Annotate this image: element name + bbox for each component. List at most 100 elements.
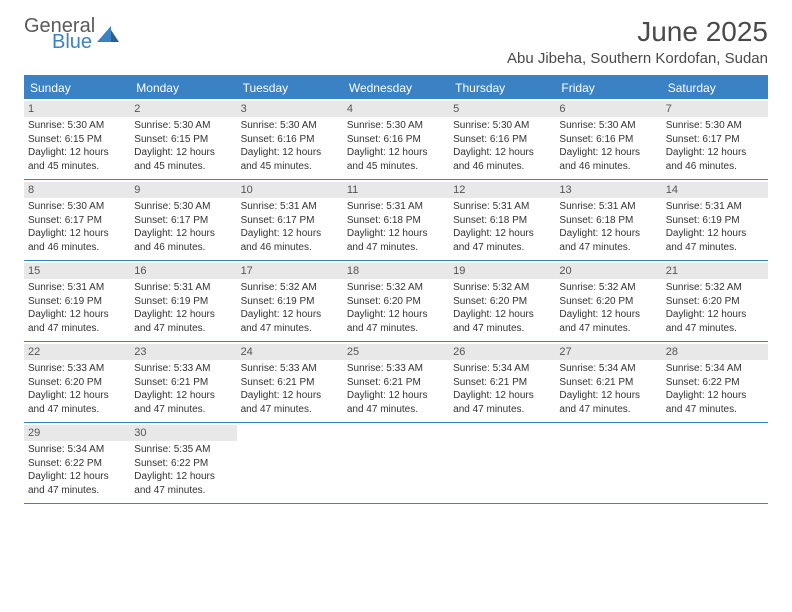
- weekday-header: Tuesday: [237, 77, 343, 99]
- weekday-header: Monday: [130, 77, 236, 99]
- day-cell: 1 Sunrise: 5:30 AMSunset: 6:15 PMDaylight…: [24, 99, 130, 179]
- day-number: 28: [662, 344, 768, 360]
- day-number: 5: [449, 101, 555, 117]
- day-cell: 24 Sunrise: 5:33 AMSunset: 6:21 PMDayligh…: [237, 342, 343, 422]
- day-number: 11: [343, 182, 449, 198]
- calendar-body: 1Sunrise: 5:30 AMSunset: 6:15 PMDaylight…: [24, 99, 768, 504]
- day-details: Sunrise: 5:33 AMSunset: 6:21 PMDaylight:…: [241, 362, 339, 416]
- day-details: Sunrise: 5:30 AMSunset: 6:15 PMDaylight:…: [28, 119, 126, 173]
- weekday-header: Thursday: [449, 77, 555, 99]
- day-number: 14: [662, 182, 768, 198]
- logo-triangle-icon: [97, 26, 119, 42]
- day-cell: 3 Sunrise: 5:30 AMSunset: 6:16 PMDaylight…: [237, 99, 343, 179]
- day-cell: 23Sunrise: 5:33 AMSunset: 6:21 PMDayligh…: [130, 342, 236, 422]
- weekday-header: Wednesday: [343, 77, 449, 99]
- day-details: Sunrise: 5:30 AMSunset: 6:16 PMDaylight:…: [453, 119, 551, 173]
- day-cell: 30 Sunrise: 5:35 AMSunset: 6:22 PMDayligh…: [130, 423, 236, 503]
- empty-cell: [662, 423, 768, 503]
- weekday-header: Friday: [555, 77, 661, 99]
- day-details: Sunrise: 5:34 AMSunset: 6:21 PMDaylight:…: [453, 362, 551, 416]
- day-details: Sunrise: 5:31 AMSunset: 6:19 PMDaylight:…: [28, 281, 126, 335]
- day-number: 7: [662, 101, 768, 117]
- day-cell: 20 Sunrise: 5:32 AMSunset: 6:20 PMDayligh…: [555, 261, 661, 341]
- day-number: 17: [237, 263, 343, 279]
- day-cell: 18Sunrise: 5:32 AMSunset: 6:20 PMDayligh…: [343, 261, 449, 341]
- day-details: Sunrise: 5:30 AMSunset: 6:16 PMDaylight:…: [241, 119, 339, 173]
- day-details: Sunrise: 5:31 AMSunset: 6:18 PMDaylight:…: [559, 200, 657, 254]
- day-cell: 19 Sunrise: 5:32 AMSunset: 6:20 PMDayligh…: [449, 261, 555, 341]
- day-cell: 12Sunrise: 5:31 AMSunset: 6:18 PMDayligh…: [449, 180, 555, 260]
- day-cell: 9 Sunrise: 5:30 AMSunset: 6:17 PMDaylight…: [130, 180, 236, 260]
- day-number: 27: [555, 344, 661, 360]
- day-number: 1: [24, 101, 130, 117]
- day-cell: 15 Sunrise: 5:31 AMSunset: 6:19 PMDayligh…: [24, 261, 130, 341]
- weekday-header-row: Sunday Monday Tuesday Wednesday Thursday…: [24, 77, 768, 99]
- day-number: 25: [343, 344, 449, 360]
- day-cell: 17 Sunrise: 5:32 AMSunset: 6:19 PMDayligh…: [237, 261, 343, 341]
- day-details: Sunrise: 5:31 AMSunset: 6:19 PMDaylight:…: [134, 281, 232, 335]
- day-details: Sunrise: 5:31 AMSunset: 6:17 PMDaylight:…: [241, 200, 339, 254]
- day-number: 30: [130, 425, 236, 441]
- day-number: 20: [555, 263, 661, 279]
- day-details: Sunrise: 5:31 AMSunset: 6:19 PMDaylight:…: [666, 200, 764, 254]
- day-cell: 11 Sunrise: 5:31 AMSunset: 6:18 PMDayligh…: [343, 180, 449, 260]
- day-cell: 10 Sunrise: 5:31 AMSunset: 6:17 PMDayligh…: [237, 180, 343, 260]
- day-cell: 26Sunrise: 5:34 AMSunset: 6:21 PMDayligh…: [449, 342, 555, 422]
- day-details: Sunrise: 5:30 AMSunset: 6:17 PMDaylight:…: [666, 119, 764, 173]
- day-cell: 29 Sunrise: 5:34 AMSunset: 6:22 PMDayligh…: [24, 423, 130, 503]
- day-number: 16: [130, 263, 236, 279]
- day-cell: 5 Sunrise: 5:30 AMSunset: 6:16 PMDaylight…: [449, 99, 555, 179]
- day-number: 9: [130, 182, 236, 198]
- empty-cell: [555, 423, 661, 503]
- day-cell: 13 Sunrise: 5:31 AMSunset: 6:18 PMDayligh…: [555, 180, 661, 260]
- day-cell: 28 Sunrise: 5:34 AMSunset: 6:22 PMDayligh…: [662, 342, 768, 422]
- day-details: Sunrise: 5:32 AMSunset: 6:20 PMDaylight:…: [453, 281, 551, 335]
- month-title: June 2025: [507, 16, 768, 48]
- empty-cell: [237, 423, 343, 503]
- day-details: Sunrise: 5:34 AMSunset: 6:21 PMDaylight:…: [559, 362, 657, 416]
- week-row: 29 Sunrise: 5:34 AMSunset: 6:22 PMDayligh…: [24, 423, 768, 504]
- day-number: 18: [343, 263, 449, 279]
- day-cell: 14 Sunrise: 5:31 AMSunset: 6:19 PMDayligh…: [662, 180, 768, 260]
- day-details: Sunrise: 5:30 AMSunset: 6:16 PMDaylight:…: [559, 119, 657, 173]
- day-number: 24: [237, 344, 343, 360]
- day-number: 10: [237, 182, 343, 198]
- day-details: Sunrise: 5:33 AMSunset: 6:21 PMDaylight:…: [134, 362, 232, 416]
- day-number: 8: [24, 182, 130, 198]
- day-cell: 7 Sunrise: 5:30 AMSunset: 6:17 PMDaylight…: [662, 99, 768, 179]
- day-number: 3: [237, 101, 343, 117]
- day-details: Sunrise: 5:30 AMSunset: 6:17 PMDaylight:…: [134, 200, 232, 254]
- calendar: Sunday Monday Tuesday Wednesday Thursday…: [24, 75, 768, 504]
- weekday-header: Saturday: [662, 77, 768, 99]
- day-details: Sunrise: 5:33 AMSunset: 6:21 PMDaylight:…: [347, 362, 445, 416]
- day-number: 29: [24, 425, 130, 441]
- day-details: Sunrise: 5:30 AMSunset: 6:15 PMDaylight:…: [134, 119, 232, 173]
- day-details: Sunrise: 5:31 AMSunset: 6:18 PMDaylight:…: [347, 200, 445, 254]
- day-number: 6: [555, 101, 661, 117]
- day-cell: 6 Sunrise: 5:30 AMSunset: 6:16 PMDaylight…: [555, 99, 661, 179]
- day-cell: 16 Sunrise: 5:31 AMSunset: 6:19 PMDayligh…: [130, 261, 236, 341]
- day-cell: 25 Sunrise: 5:33 AMSunset: 6:21 PMDayligh…: [343, 342, 449, 422]
- title-block: June 2025 Abu Jibeha, Southern Kordofan,…: [507, 16, 768, 67]
- day-number: 22: [24, 344, 130, 360]
- day-details: Sunrise: 5:34 AMSunset: 6:22 PMDaylight:…: [666, 362, 764, 416]
- empty-cell: [449, 423, 555, 503]
- day-cell: 21 Sunrise: 5:32 AMSunset: 6:20 PMDayligh…: [662, 261, 768, 341]
- day-number: 13: [555, 182, 661, 198]
- day-details: Sunrise: 5:32 AMSunset: 6:19 PMDaylight:…: [241, 281, 339, 335]
- day-details: Sunrise: 5:32 AMSunset: 6:20 PMDaylight:…: [666, 281, 764, 335]
- day-number: 19: [449, 263, 555, 279]
- day-details: Sunrise: 5:33 AMSunset: 6:20 PMDaylight:…: [28, 362, 126, 416]
- header: General Blue June 2025 Abu Jibeha, South…: [0, 0, 792, 75]
- day-details: Sunrise: 5:30 AMSunset: 6:17 PMDaylight:…: [28, 200, 126, 254]
- day-number: 15: [24, 263, 130, 279]
- day-number: 12: [449, 182, 555, 198]
- day-details: Sunrise: 5:32 AMSunset: 6:20 PMDaylight:…: [559, 281, 657, 335]
- logo-text-blue: Blue: [52, 32, 95, 52]
- day-details: Sunrise: 5:34 AMSunset: 6:22 PMDaylight:…: [28, 443, 126, 497]
- day-cell: 8 Sunrise: 5:30 AMSunset: 6:17 PMDaylight…: [24, 180, 130, 260]
- logo: General Blue: [24, 16, 119, 52]
- day-details: Sunrise: 5:35 AMSunset: 6:22 PMDaylight:…: [134, 443, 232, 497]
- day-number: 21: [662, 263, 768, 279]
- weekday-header: Sunday: [24, 77, 130, 99]
